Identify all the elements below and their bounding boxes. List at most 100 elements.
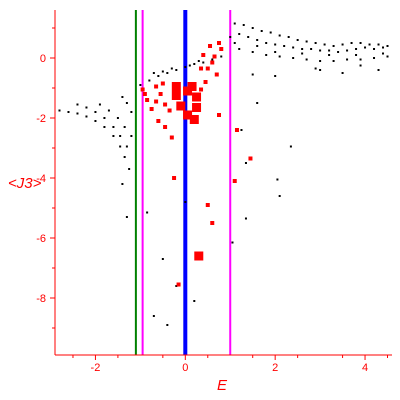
point-s0-95 <box>251 73 254 76</box>
point-s0-42 <box>247 36 250 38</box>
point-s1-32 <box>217 113 222 117</box>
point-s0-68 <box>323 43 326 46</box>
point-s0-83 <box>332 60 335 62</box>
x-tick-label-1: 0 <box>182 362 188 374</box>
point-s0-110 <box>184 201 187 203</box>
point-s0-107 <box>166 324 169 326</box>
point-s0-25 <box>139 84 142 86</box>
point-s1-39 <box>203 80 208 84</box>
y-tick-label-1: -2 <box>36 113 46 125</box>
point-s0-7 <box>119 145 122 148</box>
point-s0-53 <box>346 49 349 52</box>
point-s0-9 <box>128 168 131 170</box>
point-s1-12 <box>154 99 159 104</box>
y-tick-label-0: 0 <box>40 53 46 65</box>
point-s0-52 <box>337 51 340 53</box>
axes <box>54 10 392 356</box>
point-s0-73 <box>368 43 371 46</box>
point-s0-4 <box>94 120 97 122</box>
point-s1-29 <box>205 203 210 207</box>
point-s1-30 <box>210 221 215 225</box>
point-s0-87 <box>386 55 389 58</box>
point-s0-28 <box>166 72 169 74</box>
point-s0-105 <box>161 258 164 260</box>
point-s0-106 <box>152 315 155 317</box>
vertical-lines <box>134 10 232 355</box>
point-s0-1 <box>67 111 70 113</box>
point-s1-16 <box>163 125 168 129</box>
point-s0-51 <box>328 49 331 52</box>
point-s0-77 <box>251 51 254 53</box>
point-s0-111 <box>231 241 234 244</box>
point-s0-109 <box>193 300 196 302</box>
point-s1-8 <box>187 82 197 91</box>
y-axis-title: <J3> <box>8 175 42 192</box>
point-s0-118 <box>240 129 243 131</box>
point-s0-38 <box>188 64 191 67</box>
point-s0-66 <box>305 40 308 43</box>
point-s0-16 <box>125 145 128 148</box>
x-tick-label-3: 4 <box>362 362 368 374</box>
point-s0-78 <box>265 54 268 56</box>
point-s0-34 <box>220 55 223 58</box>
point-s0-59 <box>242 24 245 26</box>
point-s1-4 <box>189 115 199 124</box>
x-tick-label-0: -2 <box>91 362 101 374</box>
point-s0-82 <box>319 60 322 62</box>
point-s1-27 <box>194 251 204 261</box>
point-s0-35 <box>152 72 155 74</box>
point-s0-75 <box>386 45 389 47</box>
point-s0-108 <box>175 285 178 287</box>
point-s0-57 <box>382 46 385 49</box>
point-s0-80 <box>292 57 295 59</box>
point-s0-26 <box>148 79 151 82</box>
point-s1-18 <box>163 102 168 107</box>
point-s1-11 <box>158 92 163 96</box>
point-s1-5 <box>176 101 186 111</box>
point-s0-62 <box>269 31 272 34</box>
point-s0-43 <box>256 39 259 41</box>
point-s0-47 <box>292 46 295 49</box>
ticks: -2 0 2 4 0 -2 -4 -6 -8 <box>36 27 389 374</box>
point-s1-31 <box>232 179 237 183</box>
point-s1-33 <box>234 128 239 132</box>
y-tick-label-3: -6 <box>36 233 46 245</box>
point-s0-40 <box>229 36 232 38</box>
point-s1-3 <box>192 103 202 112</box>
point-s0-46 <box>283 45 286 47</box>
point-s0-21 <box>130 135 133 137</box>
point-s1-36 <box>140 87 145 92</box>
point-s0-17 <box>98 103 101 106</box>
point-s1-0 <box>171 91 181 100</box>
point-s1-22 <box>219 47 224 51</box>
point-s0-36 <box>161 70 164 73</box>
point-s0-55 <box>364 46 367 49</box>
point-s1-38 <box>167 108 172 113</box>
point-s1-20 <box>210 60 215 65</box>
point-s1-13 <box>149 107 154 111</box>
point-s0-63 <box>278 34 281 37</box>
point-s0-92 <box>328 54 331 56</box>
point-s1-10 <box>160 81 165 86</box>
point-s0-13 <box>103 117 106 119</box>
point-s0-32 <box>202 61 205 64</box>
point-s0-96 <box>274 75 277 77</box>
point-s0-86 <box>373 57 376 59</box>
point-s0-48 <box>301 48 304 50</box>
point-s0-30 <box>184 66 187 68</box>
point-s0-104 <box>146 211 149 214</box>
point-s0-12 <box>94 111 97 113</box>
point-s0-24 <box>130 111 133 113</box>
data-points <box>58 22 389 326</box>
point-s0-115 <box>278 195 281 197</box>
point-s0-69 <box>332 45 335 47</box>
point-s0-8 <box>123 156 126 158</box>
point-s0-101 <box>359 64 362 67</box>
point-s0-58 <box>233 22 236 25</box>
point-s0-37 <box>170 67 173 70</box>
point-s1-26 <box>199 66 204 71</box>
point-s0-89 <box>256 45 259 47</box>
point-s0-74 <box>377 43 380 46</box>
point-s1-28 <box>172 176 177 180</box>
